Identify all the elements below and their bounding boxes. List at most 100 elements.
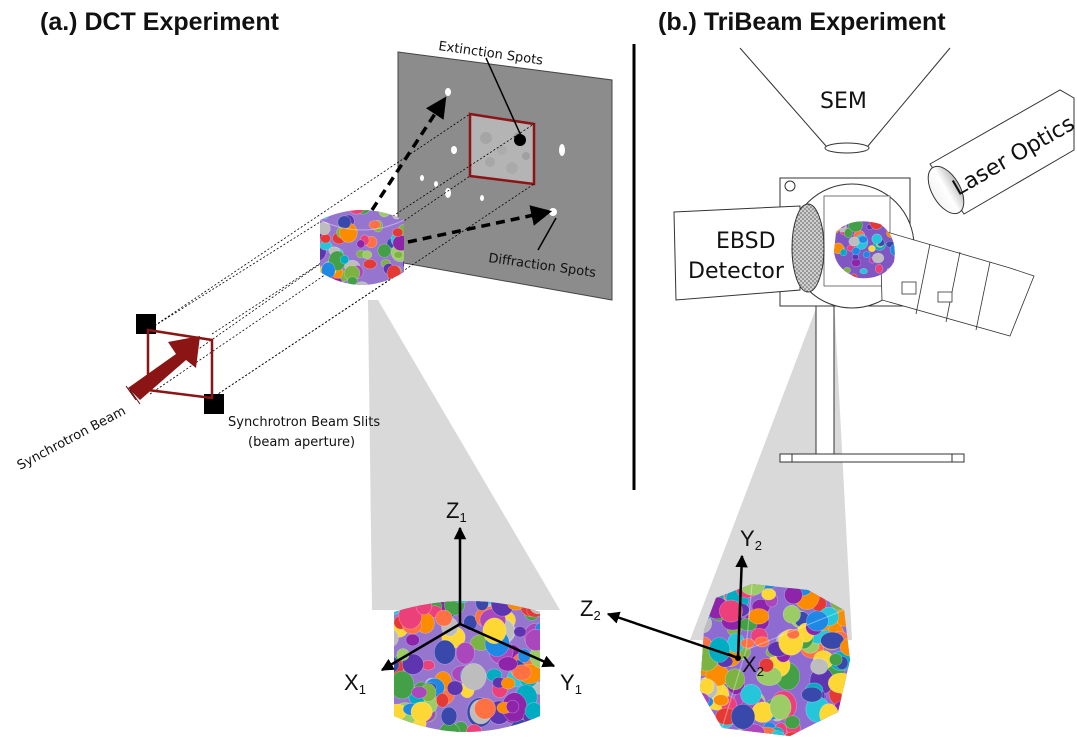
grain [700,731,708,736]
synchrotron-beam-label: Synchrotron Beam [15,404,129,474]
grain [786,628,800,640]
zoom-cone-b [690,298,852,640]
grain [830,724,850,736]
grain [320,221,331,236]
grain [347,210,366,215]
grain [848,236,860,247]
grain [435,692,449,708]
grain [708,637,731,663]
grain [440,706,458,726]
grain [524,702,540,721]
axis-z1-label: Z1 [446,498,467,525]
grain [769,694,792,720]
grain [455,641,475,665]
grain [754,636,770,648]
grain [485,730,500,732]
grain [868,245,876,253]
grain [872,252,885,264]
axis-x2-origin [735,655,741,661]
slit-top [136,314,156,334]
grain [839,248,848,257]
grain [701,732,715,736]
grain [374,288,388,300]
grain [839,637,850,657]
grain [396,281,404,285]
grain [859,268,868,275]
grain [803,728,823,736]
grain [843,228,853,239]
grain [460,663,487,691]
grain [323,210,342,214]
grain [433,639,456,665]
grain [435,609,453,627]
grain [805,726,826,736]
extinction-spot-dot [514,134,526,146]
axes-a [380,526,556,672]
grain [359,198,372,208]
sample-small [318,197,405,300]
axis-x1-label: X1 [344,670,366,697]
grain [320,233,331,244]
axis-y2-label: Y2 [740,526,762,553]
grain [363,259,377,270]
grain [337,215,352,230]
grain [357,197,369,206]
sem-column [739,47,951,154]
grain [354,281,370,285]
grain [352,289,362,298]
grain [319,201,329,209]
grain [827,672,850,694]
grain [386,264,402,282]
sample-in-chamber [834,221,895,279]
axis-z2-label: Z2 [580,596,601,623]
grains-chamber [834,221,895,279]
grain [851,247,861,256]
grain [810,721,836,736]
grain [841,683,850,704]
grain [782,604,801,624]
ebsd-label-line1: EBSD [716,229,776,254]
diffraction-arrows [370,96,553,244]
grain [377,243,392,258]
grain [748,608,770,625]
synchrotron-beam-arrow [125,336,200,405]
grain [396,273,404,284]
sem-label: SEM [820,89,867,114]
grain [502,729,517,732]
grain [761,588,777,601]
grain [740,683,762,705]
grain [815,721,832,736]
beam-aperture-label: (beam aperture) [248,435,355,450]
stage-pedestal [779,305,965,463]
grain [713,694,729,706]
ebsd-detector-body [673,205,801,301]
grain [700,692,710,707]
panel-a-title: (a.) DCT Experiment [40,8,280,36]
grain [871,233,883,245]
grain [483,733,496,738]
grain [475,601,489,611]
axis-x2-label: X2 [742,652,764,679]
grain [524,628,540,651]
grain [466,724,483,732]
chamber-bolt [784,180,796,192]
grain [513,626,527,638]
grain [320,210,331,220]
grain [347,276,358,285]
grain [368,220,381,230]
grain [356,198,367,208]
laser-optics [927,89,1075,215]
grain [362,250,373,260]
grain [392,227,404,237]
grain [394,670,415,700]
grain [318,197,330,210]
extinction-leader [485,57,523,139]
grains-small [318,197,404,300]
slit-bottom [204,394,224,414]
grain [411,686,428,699]
grain [424,733,447,738]
grain [410,701,433,723]
grain [730,703,756,730]
grain [843,703,850,723]
